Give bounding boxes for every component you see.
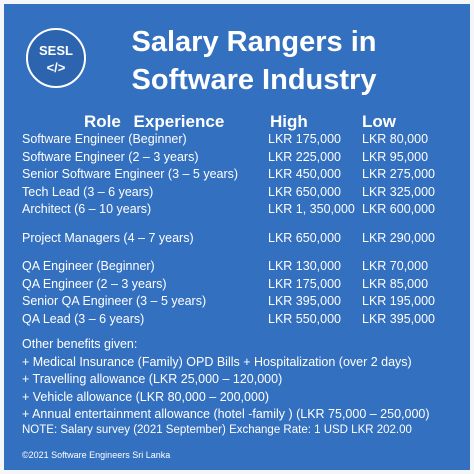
header-high: High xyxy=(270,112,308,131)
benefit-item: + Travelling allowance (LKR 25,000 – 120… xyxy=(22,372,283,386)
logo-name: SESL xyxy=(39,43,73,58)
high-cell: LKR 650,000 xyxy=(268,184,341,199)
high-cell: LKR 175,000 xyxy=(268,132,341,146)
benefits-heading: Other benefits given: xyxy=(22,337,138,351)
low-cell: LKR 195,000 xyxy=(362,294,435,308)
logo: SESL </> xyxy=(26,28,86,88)
low-cell: LKR 80,000 xyxy=(362,132,429,146)
high-cell: LKR 550,000 xyxy=(268,311,341,326)
role-cell: Architect (6 – 10 years) xyxy=(22,202,152,216)
low-cell: LKR 395,000 xyxy=(362,311,435,326)
role-cell: Project Managers (4 – 7 years) xyxy=(22,230,194,245)
low-cell: LKR 325,000 xyxy=(362,184,435,199)
role-cell: Senior QA Engineer (3 – 5 years) xyxy=(22,294,207,308)
header-low: Low xyxy=(362,112,396,131)
role-cell: QA Engineer (Beginner) xyxy=(22,259,155,273)
low-cell: LKR 290,000 xyxy=(362,230,435,245)
high-cell: LKR 175,000 xyxy=(268,276,341,291)
high-cell: LKR 395,000 xyxy=(268,294,341,308)
high-cell: LKR 450,000 xyxy=(268,167,341,181)
note: NOTE: Salary survey (2021 September) Exc… xyxy=(22,424,412,436)
logo-icon: </> xyxy=(46,60,66,75)
low-cell: LKR 95,000 xyxy=(362,149,429,164)
role-cell: Software Engineer (Beginner) xyxy=(22,132,187,146)
low-cell: LKR 85,000 xyxy=(362,276,429,291)
high-cell: LKR 225,000 xyxy=(268,149,341,164)
title-line: Software Industry xyxy=(131,64,377,96)
low-cell: LKR 275,000 xyxy=(362,167,435,181)
benefit-item: + Annual entertainment allowance (hotel … xyxy=(22,407,430,421)
role-cell: Tech Lead (3 – 6 years) xyxy=(22,184,154,199)
low-cell: LKR 70,000 xyxy=(362,259,429,273)
role-cell: Senior Software Engineer (3 – 5 years) xyxy=(22,167,239,181)
high-cell: LKR 130,000 xyxy=(268,259,341,273)
copyright: ©2021 Software Engineers Sri Lanka xyxy=(22,450,171,460)
benefit-item: + Medical Insurance (Family) OPD Bills +… xyxy=(22,354,412,369)
role-cell: QA Engineer (2 – 3 years) xyxy=(22,276,167,291)
low-cell: LKR 600,000 xyxy=(362,202,435,216)
title-line: Salary Rangers in xyxy=(131,26,377,58)
high-cell: LKR 650,000 xyxy=(268,230,341,245)
high-cell: LKR 1, 350,000 xyxy=(268,202,355,216)
benefit-item: + Vehicle allowance (LKR 80,000 – 200,00… xyxy=(22,389,270,404)
header-role: Role Experience xyxy=(84,112,225,131)
role-cell: Software Engineer (2 – 3 years) xyxy=(22,149,199,164)
role-cell: QA Lead (3 – 6 years) xyxy=(22,311,145,326)
